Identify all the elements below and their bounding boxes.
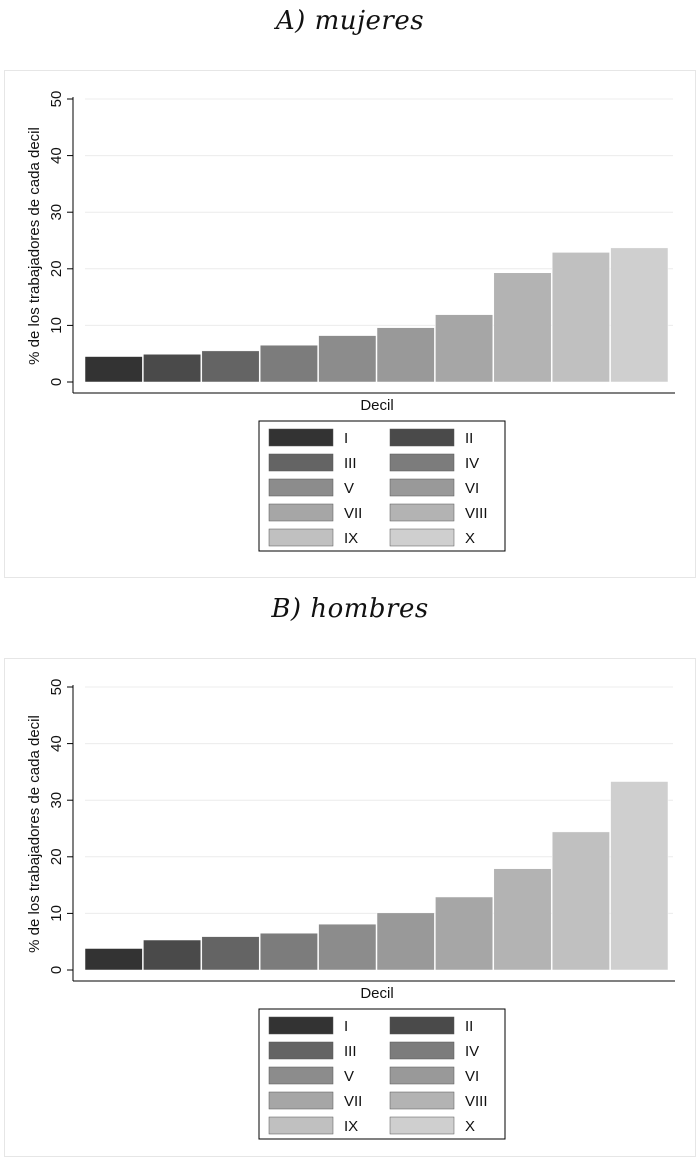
legend-label: IX bbox=[344, 1118, 358, 1135]
bar bbox=[551, 252, 610, 383]
legend-label: I bbox=[344, 430, 348, 447]
legend-label: IV bbox=[465, 1043, 479, 1060]
y-tick-label: 40 bbox=[48, 147, 65, 164]
legend-swatch bbox=[389, 1041, 455, 1060]
y-tick-label: 20 bbox=[48, 848, 65, 865]
legend-label: V bbox=[344, 1068, 354, 1085]
legend-label: IX bbox=[344, 530, 358, 547]
legend-swatch bbox=[389, 453, 455, 472]
legend-label: II bbox=[465, 1018, 473, 1035]
legend-swatch bbox=[268, 478, 334, 497]
legend-swatch bbox=[268, 453, 334, 472]
y-tick-label: 20 bbox=[48, 260, 65, 277]
legend-swatch bbox=[389, 1016, 455, 1035]
legend-swatch bbox=[268, 503, 334, 522]
bar bbox=[376, 327, 435, 383]
legend-swatch bbox=[389, 1116, 455, 1135]
bar-chart-svg: 0 10 20 30 40 50 % de los trabajadores de cada… bbox=[26, 91, 675, 552]
legend-swatch bbox=[389, 503, 455, 522]
bar bbox=[318, 923, 377, 971]
legend-label: II bbox=[465, 430, 473, 447]
y-tick-label: 50 bbox=[48, 91, 65, 108]
bar bbox=[493, 272, 552, 383]
bar bbox=[84, 948, 143, 971]
legend-swatch bbox=[268, 428, 334, 447]
chart-panel: 0 10 20 30 40 50 % de los trabajadores de cada… bbox=[4, 70, 696, 578]
bar bbox=[376, 912, 435, 971]
bar bbox=[610, 247, 669, 383]
legend-label: VII bbox=[344, 505, 362, 522]
bar bbox=[143, 939, 202, 971]
bar bbox=[201, 936, 260, 971]
bar bbox=[435, 314, 494, 383]
y-tick-label: 0 bbox=[48, 378, 65, 386]
legend-label: VI bbox=[465, 1068, 479, 1085]
legend-label: VIII bbox=[465, 505, 488, 522]
legend-label: X bbox=[465, 1118, 475, 1135]
y-tick-label: 40 bbox=[48, 735, 65, 752]
legend-swatch bbox=[389, 478, 455, 497]
legend-swatch bbox=[268, 1066, 334, 1085]
bar bbox=[84, 356, 143, 383]
legend-label: VII bbox=[344, 1093, 362, 1110]
y-tick-label: 30 bbox=[48, 792, 65, 809]
legend-swatch bbox=[389, 1091, 455, 1110]
legend-label: I bbox=[344, 1018, 348, 1035]
bar bbox=[259, 932, 318, 971]
legend-label: VI bbox=[465, 480, 479, 497]
bar bbox=[259, 344, 318, 383]
x-axis-label: Decil bbox=[360, 985, 393, 1002]
y-tick-label: 50 bbox=[48, 679, 65, 696]
legend-swatch bbox=[268, 1016, 334, 1035]
y-tick-label: 0 bbox=[48, 966, 65, 974]
bar bbox=[143, 354, 202, 383]
legend-swatch bbox=[268, 1041, 334, 1060]
bar bbox=[493, 868, 552, 971]
chart-title: A) mujeres bbox=[275, 6, 425, 36]
y-tick-label: 30 bbox=[48, 204, 65, 221]
y-tick-label: 10 bbox=[48, 905, 65, 922]
legend-swatch bbox=[268, 1116, 334, 1135]
y-axis-label: % de los trabajadores de cada decil bbox=[26, 715, 43, 953]
chart-title: B) hombres bbox=[271, 594, 429, 624]
chart-panel: 0 10 20 30 40 50 % de los trabajadores de cada… bbox=[4, 658, 696, 1157]
bar bbox=[318, 335, 377, 383]
bar bbox=[435, 896, 494, 971]
bar bbox=[610, 781, 669, 971]
y-tick-label: 10 bbox=[48, 317, 65, 334]
legend-swatch bbox=[268, 1091, 334, 1110]
legend-swatch bbox=[389, 528, 455, 547]
legend-label: VIII bbox=[465, 1093, 488, 1110]
legend-swatch bbox=[268, 528, 334, 547]
bar bbox=[551, 831, 610, 971]
y-axis-label: % de los trabajadores de cada decil bbox=[26, 127, 43, 365]
legend-swatch bbox=[389, 1066, 455, 1085]
legend-label: III bbox=[344, 455, 357, 472]
legend-label: III bbox=[344, 1043, 357, 1060]
legend-label: IV bbox=[465, 455, 479, 472]
bar bbox=[201, 350, 260, 383]
bar-chart-svg: 0 10 20 30 40 50 % de los trabajadores de cada… bbox=[26, 679, 675, 1140]
legend-swatch bbox=[389, 428, 455, 447]
x-axis-label: Decil bbox=[360, 397, 393, 414]
legend-label: X bbox=[465, 530, 475, 547]
legend-label: V bbox=[344, 480, 354, 497]
